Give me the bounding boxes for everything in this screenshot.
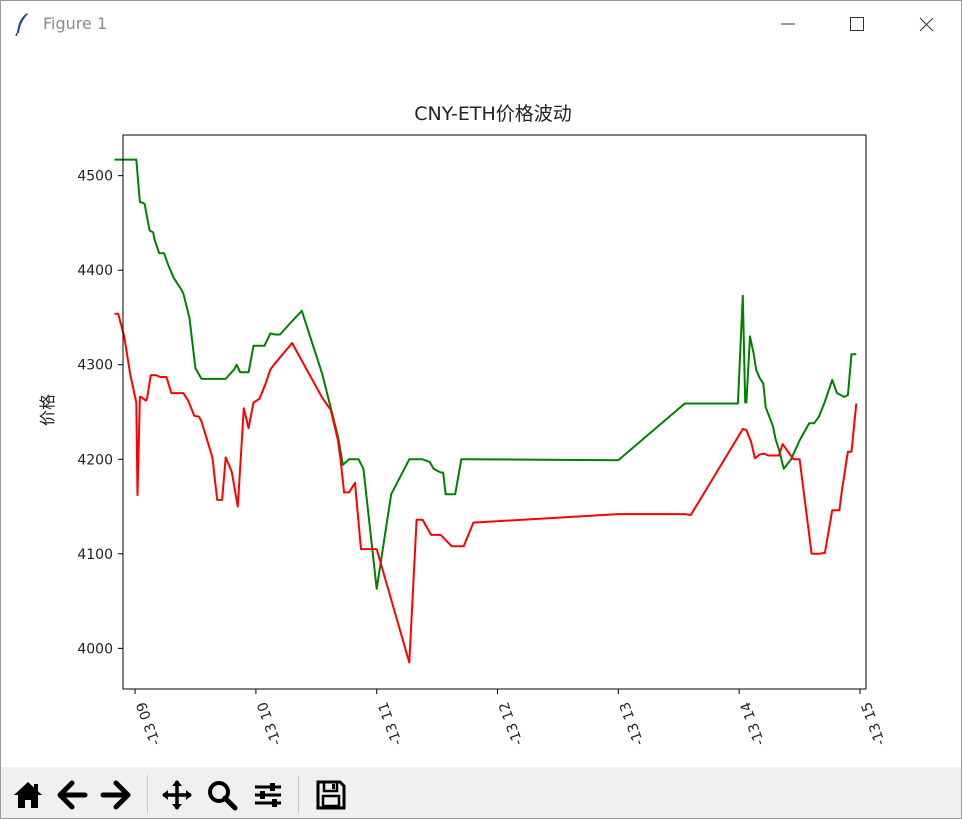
x-axis: -13 09 -13 10 -13 11 -13 12 -13 13 -13 14 -13 … <box>134 689 889 748</box>
navigation-toolbar <box>1 767 961 818</box>
back-button[interactable] <box>53 776 91 814</box>
x-tick-label: -13 14 <box>738 700 769 748</box>
forward-arrow-icon <box>100 780 131 810</box>
x-tick-label: -13 09 <box>134 700 164 748</box>
x-tick-label: -13 10 <box>255 700 285 748</box>
minimize-button[interactable] <box>753 1 823 47</box>
series-line <box>114 158 857 590</box>
series-line <box>114 312 858 664</box>
title-bar[interactable]: Figure 1 <box>1 1 961 47</box>
back-arrow-icon <box>57 780 88 810</box>
zoom-button[interactable] <box>203 776 241 814</box>
window-title: Figure 1 <box>43 14 108 33</box>
home-button[interactable] <box>9 776 47 814</box>
pan-icon <box>162 780 192 810</box>
y-tick-label: 4200 <box>77 452 113 468</box>
y-tick-label: 4100 <box>77 547 113 563</box>
close-button[interactable] <box>891 1 961 47</box>
y-tick-label: 4500 <box>77 169 113 185</box>
x-tick-label: -13 13 <box>617 700 647 748</box>
plot-frame <box>122 134 867 690</box>
x-tick-label: -13 12 <box>496 700 526 748</box>
home-icon <box>14 782 42 808</box>
feather-icon <box>15 13 28 37</box>
figure-canvas[interactable]: CNY-ETH价格波动 价格 4000 4100 4200 4300 4400 4500 … <box>1 47 961 767</box>
series-lines <box>114 158 858 664</box>
y-tick-label: 4400 <box>77 263 113 279</box>
x-tick-label: -13 15 <box>859 700 889 748</box>
forward-button[interactable] <box>97 776 135 814</box>
y-axis-label: 价格 <box>38 394 57 426</box>
save-button[interactable] <box>312 776 350 814</box>
minimize-icon <box>781 23 795 25</box>
configure-subplots-button[interactable] <box>249 776 287 814</box>
maximize-button[interactable] <box>821 1 891 47</box>
y-tick-label: 4000 <box>77 641 113 657</box>
pan-button[interactable] <box>158 776 196 814</box>
toolbar-separator <box>147 775 148 813</box>
maximize-icon <box>850 17 864 31</box>
save-icon <box>316 780 346 810</box>
zoom-icon <box>208 781 238 811</box>
chart-title: CNY-ETH价格波动 <box>414 103 572 125</box>
configure-subplots-icon <box>255 783 281 807</box>
x-tick-label: -13 11 <box>375 700 405 748</box>
close-icon <box>919 17 934 32</box>
y-tick-label: 4300 <box>77 358 113 374</box>
toolbar-separator <box>298 775 299 813</box>
chart: CNY-ETH价格波动 价格 400041004200430044004500 … <box>38 103 889 748</box>
y-axis: 4000 4100 4200 4300 4400 4500 <box>77 169 123 657</box>
